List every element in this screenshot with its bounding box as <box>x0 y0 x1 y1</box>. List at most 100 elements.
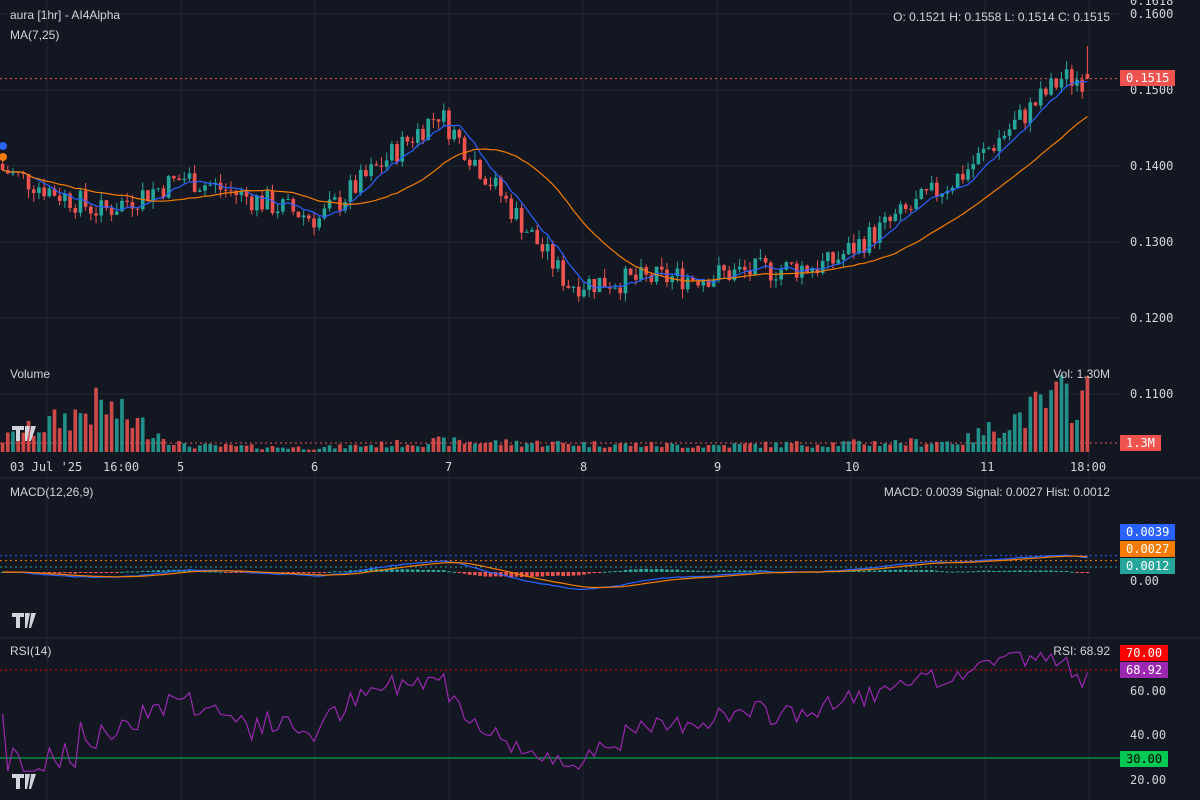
time-tick: 16:00 <box>103 460 140 474</box>
price-tick: 0.1300 <box>1130 235 1174 249</box>
macd-hist-bar <box>483 572 488 577</box>
candle-body <box>903 204 908 209</box>
volume-bar <box>431 438 436 452</box>
volume-bar <box>68 430 72 452</box>
rsi-lower-badge: 30.00 <box>1120 751 1169 767</box>
candle-body <box>11 171 15 174</box>
volume-bar <box>649 442 654 452</box>
macd-hist-bar <box>649 569 654 572</box>
macd-hist-bar <box>462 572 467 574</box>
volume-bar <box>109 401 114 452</box>
candle-body <box>473 159 477 166</box>
candle-body <box>597 277 602 293</box>
candle-body <box>332 197 337 200</box>
candle-body <box>52 188 57 196</box>
volume-bar <box>763 441 768 452</box>
candle-body <box>525 231 529 233</box>
candle-body <box>421 129 425 140</box>
volume-bar <box>416 446 420 452</box>
volume-bar <box>981 435 986 452</box>
macd-hist-bar <box>883 569 887 572</box>
candle-body <box>0 163 5 171</box>
macd-hist-bar <box>1075 572 1079 573</box>
candle-body <box>592 279 597 293</box>
volume-bar <box>540 446 545 452</box>
macd-hist-bar <box>857 570 861 572</box>
volume-bar <box>644 445 649 452</box>
candle-body <box>820 261 825 273</box>
candle-body <box>369 164 373 177</box>
candle-body <box>161 188 166 198</box>
volume-bar <box>997 437 1001 452</box>
volume-bar <box>390 445 394 452</box>
candle-body <box>768 262 773 281</box>
volume-bar <box>597 446 602 452</box>
volume-bar <box>592 441 597 452</box>
candle-body <box>89 206 93 214</box>
volume-bar <box>317 448 322 452</box>
volume-bar <box>301 449 306 452</box>
volume-bar <box>395 439 399 452</box>
volume-bar <box>1023 427 1027 452</box>
volume-bar <box>270 445 275 452</box>
candle-body <box>384 160 389 167</box>
candle-body <box>846 242 851 255</box>
volume-bar <box>519 446 524 452</box>
macd-hist-bar <box>125 571 129 573</box>
candle-body <box>805 265 809 273</box>
volume-bar <box>208 443 213 452</box>
volume-bar <box>146 439 150 452</box>
volume-bar <box>1044 407 1048 452</box>
candle-body <box>441 110 446 122</box>
macd-hist-bar <box>353 570 358 572</box>
volume-bar <box>369 444 373 452</box>
candle-body <box>239 191 244 196</box>
volume-bar <box>831 442 835 452</box>
candle-body <box>530 229 534 232</box>
macd-hist-bar <box>924 570 929 572</box>
macd-hist-bar <box>63 572 67 574</box>
candle-body <box>327 199 332 209</box>
candle-body <box>535 229 540 245</box>
candle-body <box>623 268 628 294</box>
candle-body <box>57 195 62 201</box>
volume-bar <box>711 444 716 452</box>
volume-bar <box>16 438 20 452</box>
volume-bar <box>286 448 290 452</box>
macd-hist-bar <box>47 572 52 574</box>
time-tick: 10 <box>845 460 860 474</box>
candle-body <box>249 196 254 211</box>
candle-body <box>753 258 758 275</box>
macd-hist-bar <box>203 571 207 573</box>
volume-bar <box>89 424 93 452</box>
volume-bar <box>670 443 674 452</box>
macd-hist-bar <box>701 570 706 572</box>
macd-hist-bar <box>99 572 104 573</box>
macd-hist-bar <box>550 572 555 577</box>
time-tick: 03 Jul '25 <box>10 460 83 474</box>
macd-hist-bar <box>945 571 950 573</box>
macd-hist-bar <box>156 570 161 572</box>
volume-bar <box>52 409 57 452</box>
macd-hist-bar <box>213 571 218 573</box>
candle-body <box>1064 69 1069 80</box>
macd-hist-bar <box>1064 570 1069 572</box>
volume-bar <box>530 443 534 452</box>
macd-label: MACD(12,26,9) <box>10 485 94 499</box>
macd-hist-bar <box>852 570 856 572</box>
volume-bar <box>405 444 410 452</box>
macd-hist-bar <box>867 570 872 572</box>
macd-hist-bar <box>623 569 628 572</box>
price-tick: 0.1400 <box>1130 159 1174 173</box>
candle-body <box>462 137 467 160</box>
candle-body <box>717 265 721 280</box>
candle-body <box>1023 109 1027 124</box>
macd-hist-bar <box>540 572 545 577</box>
volume-bar <box>929 443 934 452</box>
candle-body <box>483 178 488 185</box>
macd-hist-bar <box>68 572 72 574</box>
macd-hist-bar <box>914 570 918 572</box>
candle-body <box>841 254 846 260</box>
volume-bar <box>11 431 15 452</box>
